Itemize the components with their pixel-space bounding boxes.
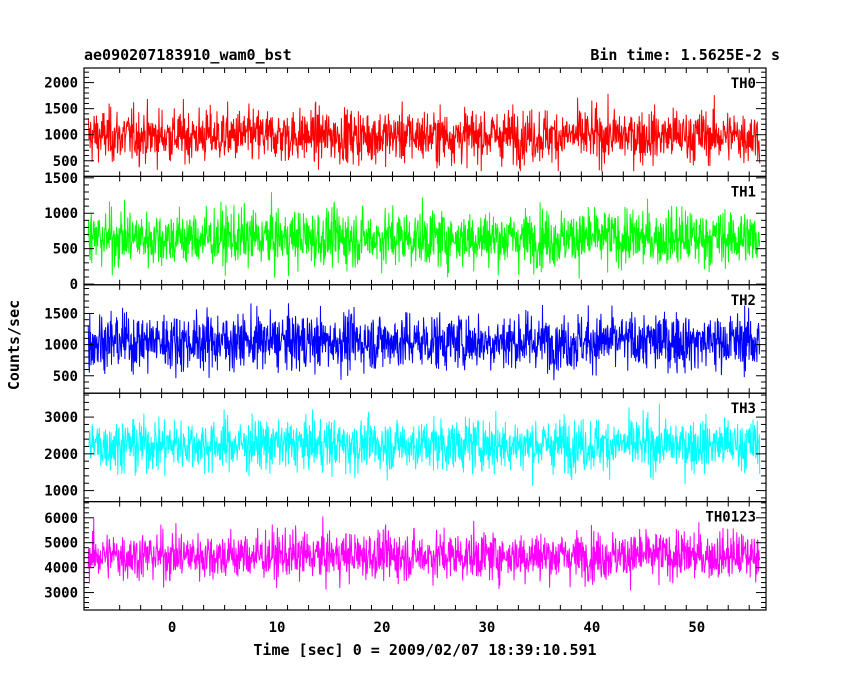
series-line-th2	[87, 303, 761, 381]
panel-label-th0: TH0	[731, 76, 756, 92]
panel-th3: 1000 2000 3000 TH3	[44, 392, 767, 503]
y-tick-label: 500	[53, 154, 78, 170]
y-tick-label: 1500	[44, 102, 78, 118]
bin-time-label: Bin time: 1.5625E-2 s	[590, 46, 780, 64]
y-axis-label: Counts/sec	[5, 300, 23, 390]
y-tick-label: 4000	[44, 561, 78, 577]
panel-th2: 500 1000 1500 TH2	[44, 284, 767, 394]
x-tick-label: 10	[269, 620, 286, 636]
x-tick-label: 50	[688, 620, 705, 636]
panel-label-th1: TH1	[731, 184, 756, 200]
panel-th0: 500 1000 1500 2000 TH0	[44, 67, 767, 178]
x-tick-label: 0	[168, 620, 176, 636]
y-tick-label: 1500	[44, 171, 78, 187]
y-tick-label: 1000	[44, 206, 78, 222]
panel-th1: 0 500 1000 1500 TH1	[44, 171, 767, 293]
y-tick-label: 2000	[44, 447, 78, 463]
y-tick-label: 5000	[44, 536, 78, 552]
y-tick-label: 1000	[44, 484, 78, 500]
series-line-th0123	[87, 516, 761, 591]
y-tick-label: 500	[53, 369, 78, 385]
panel-label-th0123: TH0123	[705, 510, 756, 526]
x-tick-label: 30	[478, 620, 495, 636]
series-line-th1	[87, 192, 761, 279]
panel-frame	[83, 501, 767, 611]
y-tick-label: 6000	[44, 511, 78, 527]
panel-frame	[83, 67, 767, 178]
y-tick-label: 1000	[44, 338, 78, 354]
y-tick-label: 0	[70, 277, 78, 293]
y-tick-label: 500	[53, 242, 78, 258]
x-tick-label: 20	[374, 620, 391, 636]
y-tick-label: 1000	[44, 128, 78, 144]
y-tick-label: 1500	[44, 306, 78, 322]
series-line-th0	[87, 93, 761, 172]
chart-title: ae090207183910_wam0_bst	[84, 46, 292, 64]
panel-th0123: 3000 4000 5000 6000 TH0123	[44, 501, 767, 611]
panel-label-th2: TH2	[731, 293, 756, 309]
y-tick-label: 3000	[44, 586, 78, 602]
x-tick-label: 40	[583, 620, 600, 636]
panel-label-th3: TH3	[731, 401, 756, 417]
series-line-th3	[87, 403, 761, 486]
x-axis-label: Time [sec] 0 = 2009/02/07 18:39:10.591	[253, 641, 596, 659]
y-tick-label: 3000	[44, 410, 78, 426]
y-tick-label: 2000	[44, 76, 78, 92]
